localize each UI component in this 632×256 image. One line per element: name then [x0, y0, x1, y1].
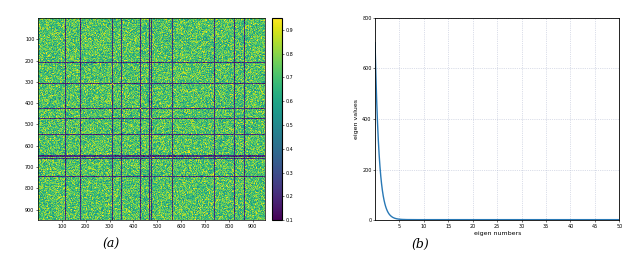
Y-axis label: eigen values: eigen values	[355, 99, 360, 139]
Text: (b): (b)	[411, 238, 429, 251]
Text: (a): (a)	[102, 238, 119, 251]
X-axis label: eigen numbers: eigen numbers	[473, 231, 521, 236]
